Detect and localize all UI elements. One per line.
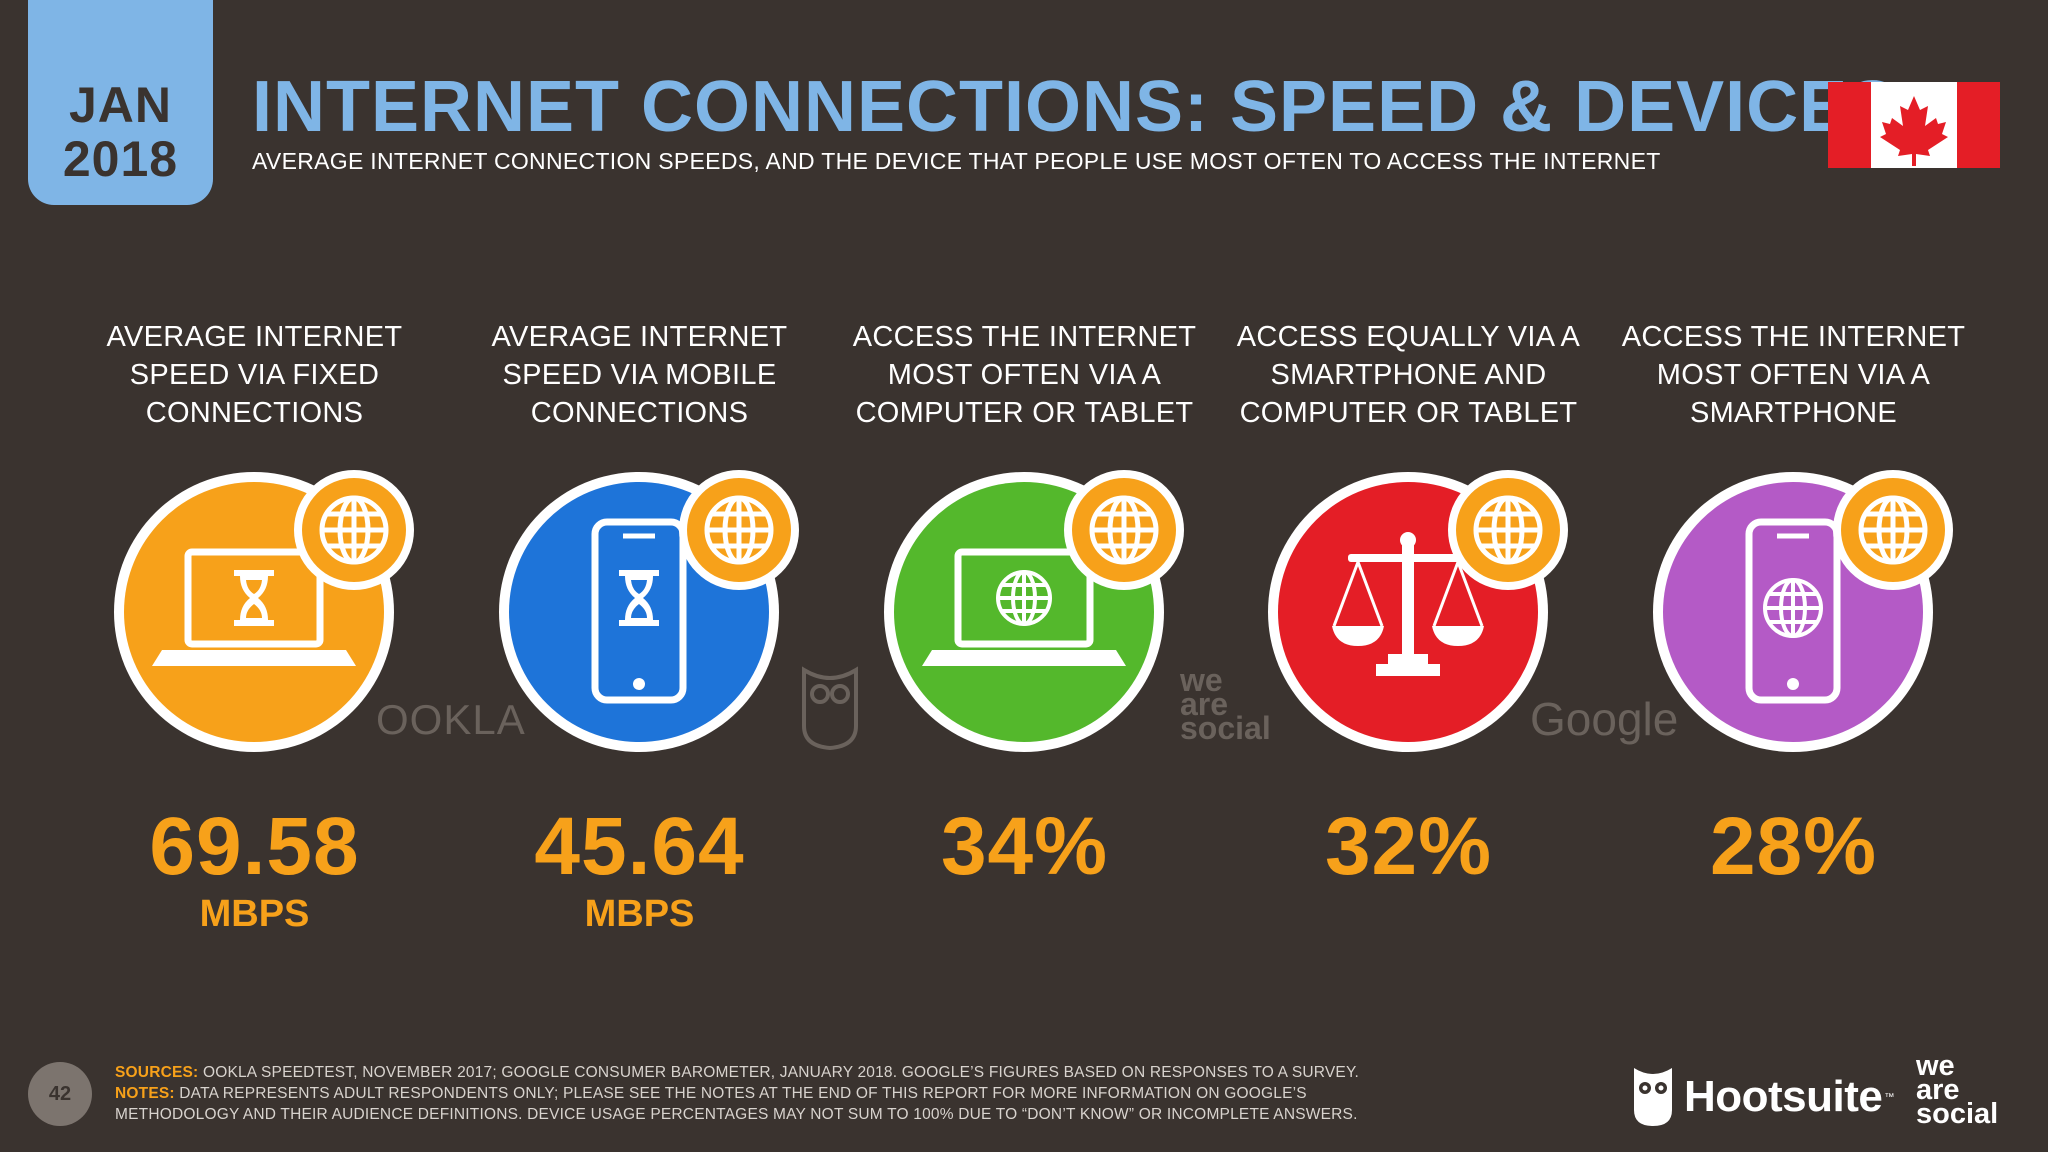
footer-notes: SOURCES: OOKLA SPEEDTEST, NOVEMBER 2017;…	[115, 1062, 1395, 1125]
date-month: JAN	[68, 77, 173, 133]
logo-social: social	[1916, 1098, 1999, 1130]
page-title: INTERNET CONNECTIONS: SPEED & DEVICES	[252, 67, 1898, 147]
laptop-hourglass-icon	[114, 470, 414, 752]
stat-label: ACCESS THE INTERNET MOST OFTEN VIA A SMA…	[1621, 321, 1966, 429]
stat-label: AVERAGE INTERNET SPEED VIA MOBILE CONNEC…	[491, 321, 788, 429]
laptop-globe-icon	[884, 470, 1184, 752]
logo-we: we	[1916, 1050, 1955, 1082]
stat-mobile-speed: AVERAGE INTERNET SPEED VIA MOBILE CONNEC…	[447, 318, 832, 936]
stat-label: AVERAGE INTERNET SPEED VIA FIXED CONNECT…	[106, 321, 403, 429]
watermark-are: are	[1180, 686, 1229, 722]
stat-value: 32%	[1324, 801, 1493, 892]
date-badge: JAN 2018	[28, 0, 213, 205]
stat-unit: MBPS	[199, 893, 310, 935]
canada-flag-icon	[1828, 82, 2000, 168]
phone-globe-icon	[1653, 470, 1953, 752]
stat-unit: MBPS	[584, 893, 695, 935]
watermark-social: social	[1180, 710, 1271, 746]
date-year: 2018	[62, 131, 179, 187]
stat-label: ACCESS EQUALLY VIA A SMARTPHONE AND COMP…	[1236, 321, 1581, 429]
stat-label: ACCESS THE INTERNET MOST OFTEN VIA A COM…	[852, 321, 1197, 429]
notes-text: DATA REPRESENTS ADULT RESPONDENTS ONLY; …	[115, 1085, 1358, 1123]
hootsuite-logo: Hootsuite ™	[1632, 1062, 1894, 1132]
sources-text: OOKLA SPEEDTEST, NOVEMBER 2017; GOOGLE C…	[202, 1064, 1359, 1081]
scales-icon	[1268, 470, 1568, 752]
stat-smartphone-access: ACCESS THE INTERNET MOST OFTEN VIA A SMA…	[1601, 318, 1986, 892]
stat-value: 69.58	[149, 801, 360, 892]
stat-value: 34%	[940, 801, 1109, 892]
stat-value: 45.64	[534, 801, 745, 892]
hootsuite-wordmark: Hootsuite	[1684, 1072, 1883, 1121]
notes-label: NOTES:	[115, 1085, 175, 1102]
page-number: 42	[28, 1062, 92, 1126]
logo-are: are	[1916, 1074, 1960, 1106]
stat-value: 28%	[1709, 801, 1878, 892]
hootsuite-tm: ™	[1884, 1091, 1895, 1103]
sources-label: SOURCES:	[115, 1064, 199, 1081]
google-watermark: Google	[1530, 693, 1679, 745]
ookla-watermark: OOKLA	[376, 696, 526, 743]
stat-equal-access: ACCESS EQUALLY VIA A SMARTPHONE AND COMP…	[1216, 318, 1601, 892]
stat-computer-access: ACCESS THE INTERNET MOST OFTEN VIA A COM…	[832, 318, 1217, 892]
stat-fixed-speed: AVERAGE INTERNET SPEED VIA FIXED CONNECT…	[62, 318, 447, 936]
we-are-social-logo: we are social	[1916, 1050, 1999, 1130]
watermark-we: we	[1180, 662, 1223, 698]
we-are-social-watermark: we are social	[1180, 662, 1271, 746]
page-subtitle: AVERAGE INTERNET CONNECTION SPEEDS, AND …	[252, 148, 1661, 174]
phone-hourglass-icon	[499, 470, 799, 752]
hootsuite-owl-icon	[1634, 1068, 1672, 1126]
owl-watermark-icon	[802, 666, 858, 750]
